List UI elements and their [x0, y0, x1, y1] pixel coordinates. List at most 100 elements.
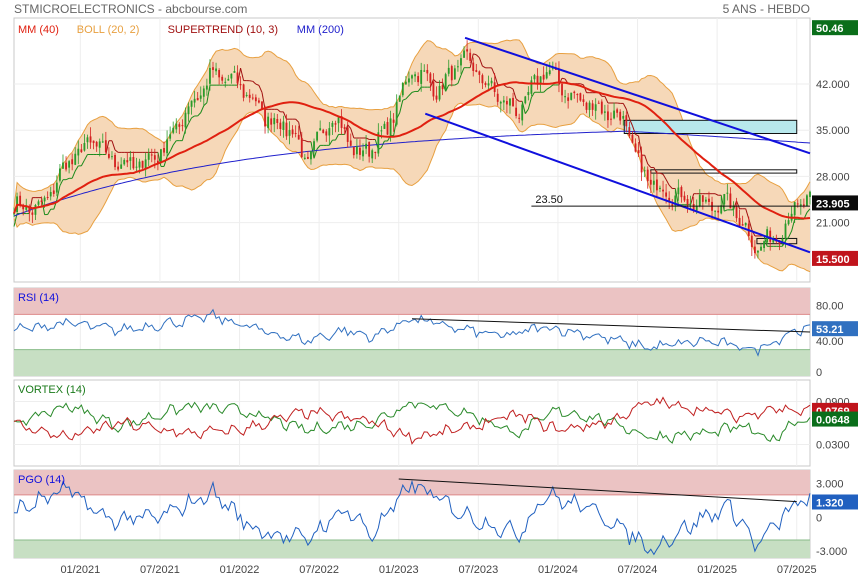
rsi-trend-line: [411, 318, 811, 333]
supertrend-segment: [475, 54, 480, 59]
candle-body: [649, 179, 652, 185]
candle-body: [579, 93, 582, 101]
supertrend-segment: [724, 209, 728, 212]
candle-body: [750, 235, 753, 247]
candle-body: [708, 198, 710, 202]
candle-body: [732, 206, 735, 210]
candle-body: [166, 139, 168, 154]
candle-body: [438, 85, 441, 100]
supertrend-segment: [261, 92, 266, 110]
candle-body: [490, 80, 493, 84]
supertrend-segment: [411, 90, 416, 93]
supertrend-segment: [580, 83, 584, 86]
supertrend-segment: [304, 140, 309, 143]
candle-body: [652, 180, 655, 185]
candle-body: [215, 68, 217, 72]
price-badge-bg: [812, 250, 858, 266]
candle-body: [144, 159, 147, 169]
candle-body: [502, 100, 505, 103]
candle-body: [414, 74, 416, 77]
candle-body: [31, 212, 34, 215]
candle-body: [65, 162, 67, 170]
candle-body: [89, 136, 92, 143]
candle-body: [573, 91, 576, 94]
supertrend-segment: [399, 100, 404, 113]
candle-body: [686, 199, 689, 205]
supertrend-segment: [56, 185, 61, 200]
candle-body: [245, 94, 248, 96]
supertrend-segment: [515, 98, 520, 102]
vortex-title: VORTEX (14): [18, 384, 86, 396]
candle-body: [738, 217, 741, 226]
supertrend-segment: [402, 98, 407, 101]
candle-body: [135, 166, 138, 168]
candle-body: [570, 92, 573, 100]
candle-body: [365, 143, 367, 149]
candle-body: [227, 78, 230, 81]
supertrend-segment: [625, 108, 630, 119]
candle-body: [270, 118, 273, 125]
candle-body: [104, 140, 107, 153]
candle-body: [674, 195, 677, 206]
supertrend-segment: [473, 53, 477, 56]
candle-body: [576, 94, 579, 96]
candle-body: [71, 159, 74, 165]
vortex-line: [13, 401, 811, 444]
y-tick-label: 42.000: [816, 79, 850, 91]
candle-body: [784, 223, 787, 240]
candle-body: [411, 75, 413, 79]
candle-body: [720, 205, 723, 214]
pgo-trend-line: [398, 478, 797, 503]
candle-body: [196, 98, 199, 101]
x-tick-label: 01/2025: [697, 564, 737, 576]
rsi-zone: [14, 349, 810, 376]
candle-body: [512, 97, 514, 107]
candle-body: [610, 118, 612, 120]
period-label: 5 ANS - HEBDO: [722, 2, 810, 16]
bollinger-upper: [13, 39, 811, 209]
candle-body: [80, 149, 83, 153]
y-tick-label: 3.000: [816, 479, 844, 491]
supertrend-segment: [335, 134, 339, 141]
pgo-badge: 1.320: [816, 497, 844, 509]
candle-body: [362, 150, 364, 157]
candle-body: [677, 187, 680, 195]
candle-body: [28, 206, 31, 213]
supertrend-segment: [482, 65, 486, 69]
supertrend-segment: [197, 112, 202, 117]
candle-body: [643, 170, 646, 172]
supertrend-segment: [524, 108, 529, 114]
candle-body: [787, 220, 790, 225]
mm40-line: [13, 81, 811, 220]
rsi-badge-bg: [812, 321, 858, 337]
supertrend-segment: [203, 102, 208, 106]
candle-body: [793, 202, 796, 216]
candle-body: [233, 71, 236, 73]
supertrend-segment: [347, 124, 352, 129]
candle-body: [291, 129, 294, 135]
candle-body: [37, 201, 40, 205]
candle-body: [607, 111, 609, 121]
supertrend-segment: [785, 236, 789, 242]
candle-body: [181, 125, 184, 127]
candle-body: [254, 97, 257, 102]
price-badge: 15.500: [816, 254, 850, 266]
supertrend-segment: [298, 122, 303, 141]
candle-body: [19, 195, 22, 205]
candle-body: [766, 229, 769, 243]
supertrend-segment: [350, 128, 355, 139]
candle-body: [261, 101, 263, 110]
x-tick-label: 01/2023: [379, 564, 419, 576]
candle-body: [239, 84, 242, 86]
rsi-title: RSI (14): [18, 292, 59, 304]
candle-body: [408, 78, 410, 83]
supertrend-segment: [282, 111, 287, 120]
supertrend-segment: [157, 152, 162, 167]
supertrend-segment: [344, 124, 349, 135]
candle-body: [536, 75, 539, 85]
supertrend-segment: [791, 219, 796, 232]
candle-body: [662, 189, 664, 192]
supertrend-segment: [166, 151, 171, 157]
vortex-line: [13, 396, 811, 445]
candle-body: [322, 129, 325, 134]
